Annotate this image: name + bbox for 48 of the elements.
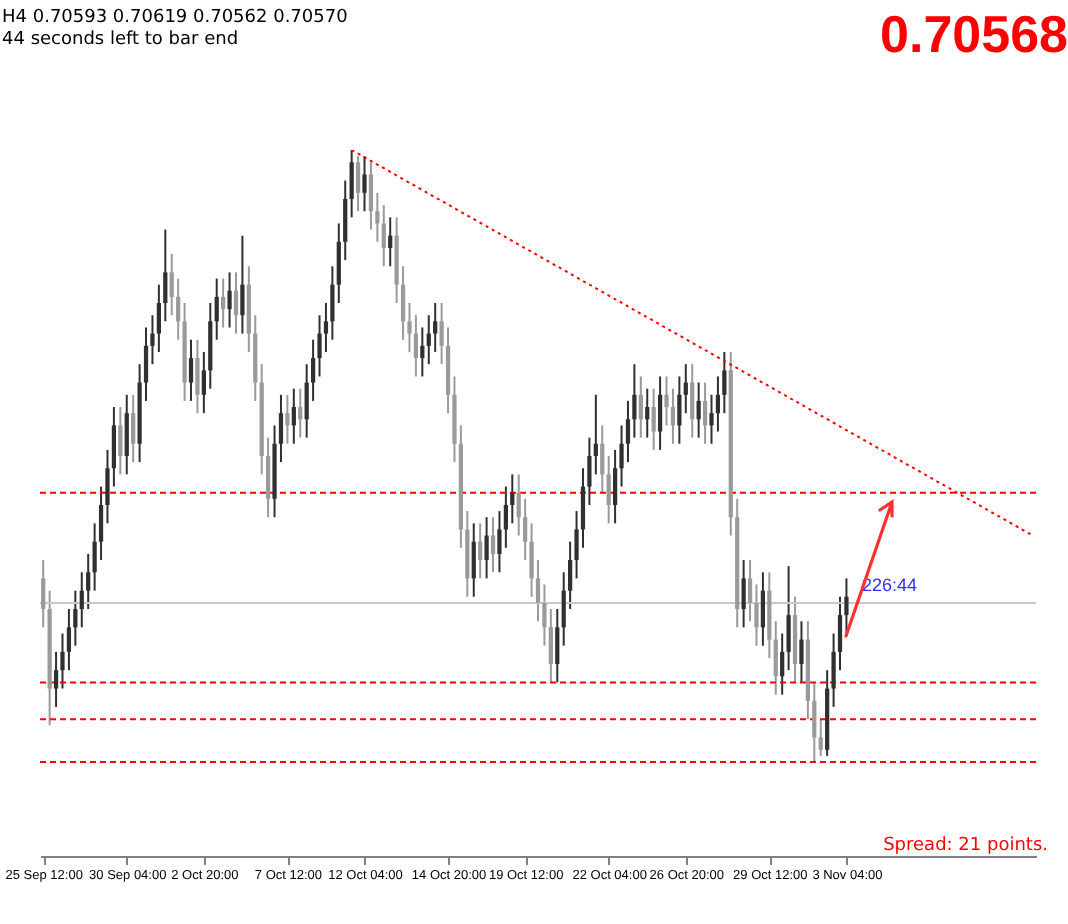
candlestick — [188, 338, 194, 402]
chart-title: H4 0.70593 0.70619 0.70562 0.70570 — [2, 8, 348, 28]
candlestick — [124, 393, 129, 476]
candlestick — [221, 277, 226, 329]
candlestick — [413, 314, 419, 378]
candlestick — [606, 455, 611, 525]
candlestick — [773, 620, 778, 696]
candlestick — [349, 149, 354, 219]
candlestick — [600, 424, 605, 494]
candlestick — [741, 559, 746, 629]
chart-subtitle: 44 seconds left to bar end — [2, 30, 239, 50]
candlestick — [490, 516, 496, 574]
candlestick — [214, 277, 219, 341]
candlestick — [285, 393, 290, 445]
candlestick — [388, 216, 393, 268]
candlestick — [131, 393, 136, 464]
candlestick — [651, 387, 656, 451]
candlestick — [478, 522, 483, 580]
candlestick — [696, 381, 701, 439]
candlestick — [657, 375, 663, 451]
candlestick — [233, 271, 239, 335]
candlestick — [118, 406, 123, 476]
candlestick — [760, 571, 766, 647]
candlestick — [362, 155, 367, 213]
candlestick — [645, 387, 650, 439]
candlestick — [291, 387, 296, 445]
candlestick — [612, 448, 618, 525]
candlestick — [41, 559, 46, 629]
candlestick — [195, 338, 200, 415]
candlestick — [548, 608, 553, 684]
candlestick — [298, 387, 303, 439]
candlestick — [355, 155, 361, 213]
candlestick — [638, 375, 643, 439]
candlestick — [471, 522, 476, 598]
candlestick — [420, 326, 425, 378]
candlestick — [227, 271, 232, 329]
candlestick — [240, 234, 245, 335]
candlestick — [683, 363, 688, 415]
candlestick — [484, 516, 489, 580]
candlestick — [381, 204, 386, 268]
candlestick — [555, 608, 560, 684]
text: 0.70568 — [880, 4, 1068, 66]
candlestick — [677, 375, 682, 445]
candlestick — [818, 718, 823, 757]
candlestick — [799, 620, 804, 684]
candlestick — [702, 381, 708, 445]
text: Spread: 21 points. — [883, 836, 1048, 856]
candlestick — [690, 363, 695, 439]
